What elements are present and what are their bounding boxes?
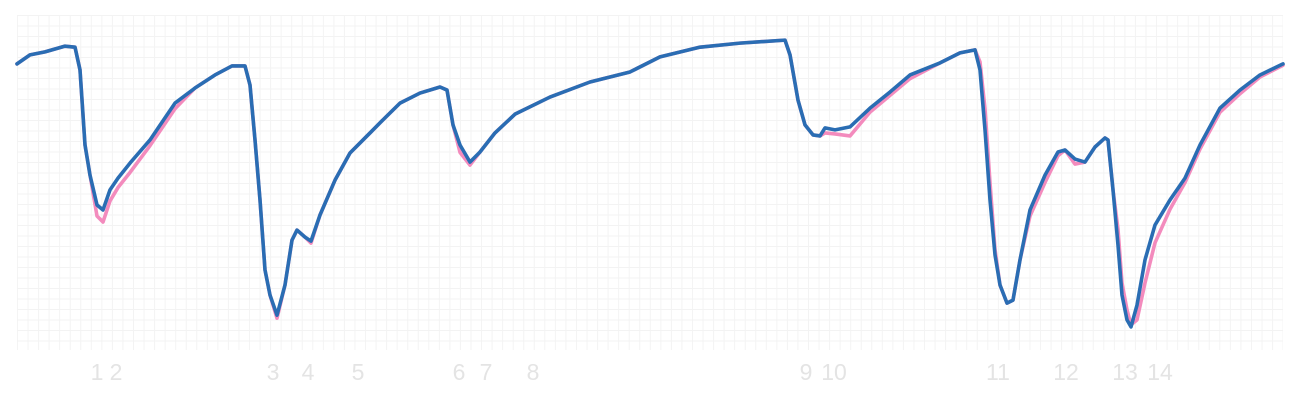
x-tick-label: 9 <box>800 359 813 385</box>
x-tick-label: 1 <box>91 359 104 385</box>
grid <box>17 15 1283 350</box>
x-tick-label: 12 <box>1053 359 1079 385</box>
x-tick-label: 14 <box>1147 359 1173 385</box>
x-tick-label: 8 <box>527 359 540 385</box>
x-tick-label: 11 <box>986 359 1010 385</box>
x-tick-label: 6 <box>453 359 466 385</box>
x-tick-label: 13 <box>1112 359 1138 385</box>
series-line <box>15 38 1285 329</box>
x-tick-label: 3 <box>267 359 280 385</box>
x-tick-label: 2 <box>110 359 123 385</box>
x-tick-label: 4 <box>302 359 315 385</box>
series-line <box>15 38 1285 327</box>
x-tick-label: 7 <box>480 359 493 385</box>
x-tick-label: 5 <box>352 359 365 385</box>
x-tick-label: 10 <box>821 359 847 385</box>
